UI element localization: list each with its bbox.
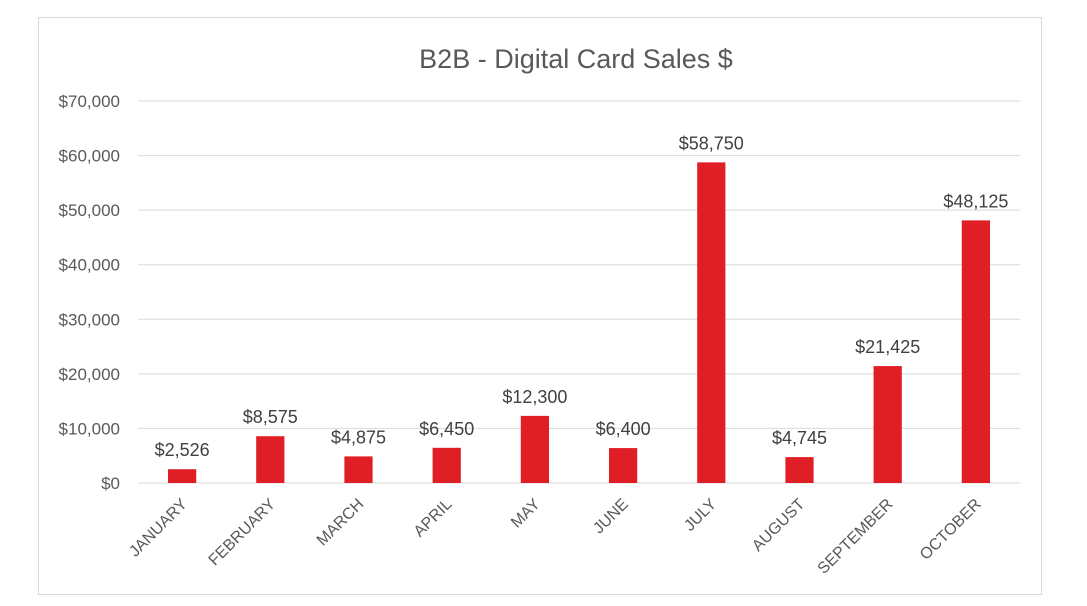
data-label: $8,575 xyxy=(243,407,298,427)
chart-frame: B2B - Digital Card Sales $ $0 $10,000 $20,… xyxy=(38,17,1042,595)
y-tick-label: $20,000 xyxy=(59,365,120,384)
y-tick-label: $40,000 xyxy=(59,256,120,275)
chart-title: B2B - Digital Card Sales $ xyxy=(419,44,733,74)
y-tick-label: $0 xyxy=(101,474,120,493)
bar xyxy=(256,436,285,483)
data-label: $4,875 xyxy=(331,427,386,447)
data-label: $6,400 xyxy=(596,419,651,439)
bar xyxy=(344,456,373,483)
bar-chart: B2B - Digital Card Sales $ $0 $10,000 $20,… xyxy=(59,44,1020,578)
data-label: $48,125 xyxy=(943,191,1008,211)
data-label: $12,300 xyxy=(502,387,567,407)
data-label: $58,750 xyxy=(679,133,744,153)
bar xyxy=(697,162,726,483)
bar xyxy=(961,220,991,483)
x-tick-label: OCTOBER xyxy=(917,496,985,564)
x-tick-label: MARCH xyxy=(314,496,368,550)
x-tick-label: JULY xyxy=(681,496,720,535)
y-tick-label: $50,000 xyxy=(59,201,120,220)
gridlines xyxy=(138,100,1020,484)
bar xyxy=(432,447,461,483)
x-tick-label: SEPTEMBER xyxy=(815,496,897,578)
y-tick-label: $10,000 xyxy=(59,419,120,438)
x-axis-ticks: JANUARY FEBRUARY MARCH APRIL MAY JUNE JULY AUGU… xyxy=(126,496,984,578)
x-tick-label: MAY xyxy=(508,496,544,532)
data-labels: $2,526 $8,575 $4,875 $6,450 $12,300 $6,400 $58… xyxy=(155,133,1009,460)
bar xyxy=(608,448,638,483)
x-tick-label: APRIL xyxy=(411,496,456,541)
bar xyxy=(167,469,197,483)
x-tick-label: JANUARY xyxy=(126,496,191,561)
data-label: $2,526 xyxy=(155,440,210,460)
y-tick-label: $70,000 xyxy=(59,92,120,111)
x-tick-label: AUGUST xyxy=(749,496,808,555)
y-tick-label: $60,000 xyxy=(59,147,120,166)
data-label: $21,425 xyxy=(855,337,920,357)
x-tick-label: FEBRUARY xyxy=(206,496,280,570)
bar xyxy=(520,415,550,483)
y-tick-label: $30,000 xyxy=(59,310,120,329)
bars xyxy=(167,162,991,483)
x-tick-label: JUNE xyxy=(590,496,632,538)
y-axis-ticks: $0 $10,000 $20,000 $30,000 $40,000 $50,000 $60… xyxy=(59,92,120,493)
data-label: $4,745 xyxy=(772,428,827,448)
bar xyxy=(873,366,902,483)
data-label: $6,450 xyxy=(419,419,474,439)
bar xyxy=(785,457,814,483)
